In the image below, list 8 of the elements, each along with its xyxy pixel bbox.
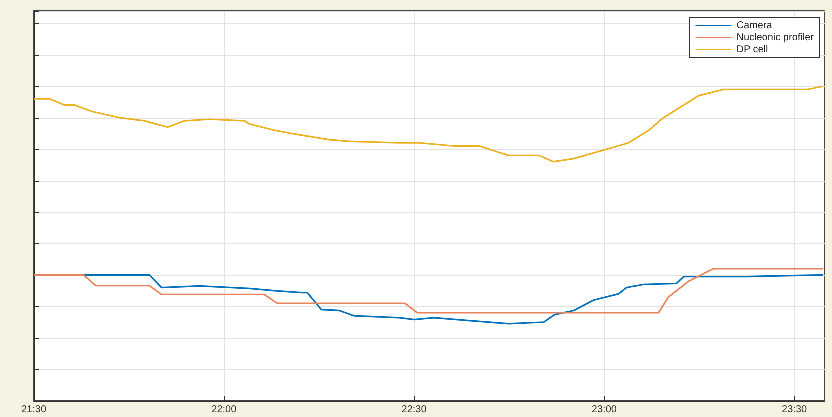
legend-label: DP cell bbox=[736, 44, 768, 56]
legend-label: Nucleonic profiler bbox=[736, 32, 815, 44]
x-tick-label: 23:00 bbox=[592, 404, 618, 416]
x-tick-label: 22:00 bbox=[212, 404, 238, 416]
x-tick-label: 22:30 bbox=[402, 404, 428, 416]
legend-label: Camera bbox=[736, 20, 773, 32]
x-tick-label: 23:30 bbox=[782, 404, 808, 416]
x-tick-label: 21:30 bbox=[21, 404, 47, 416]
